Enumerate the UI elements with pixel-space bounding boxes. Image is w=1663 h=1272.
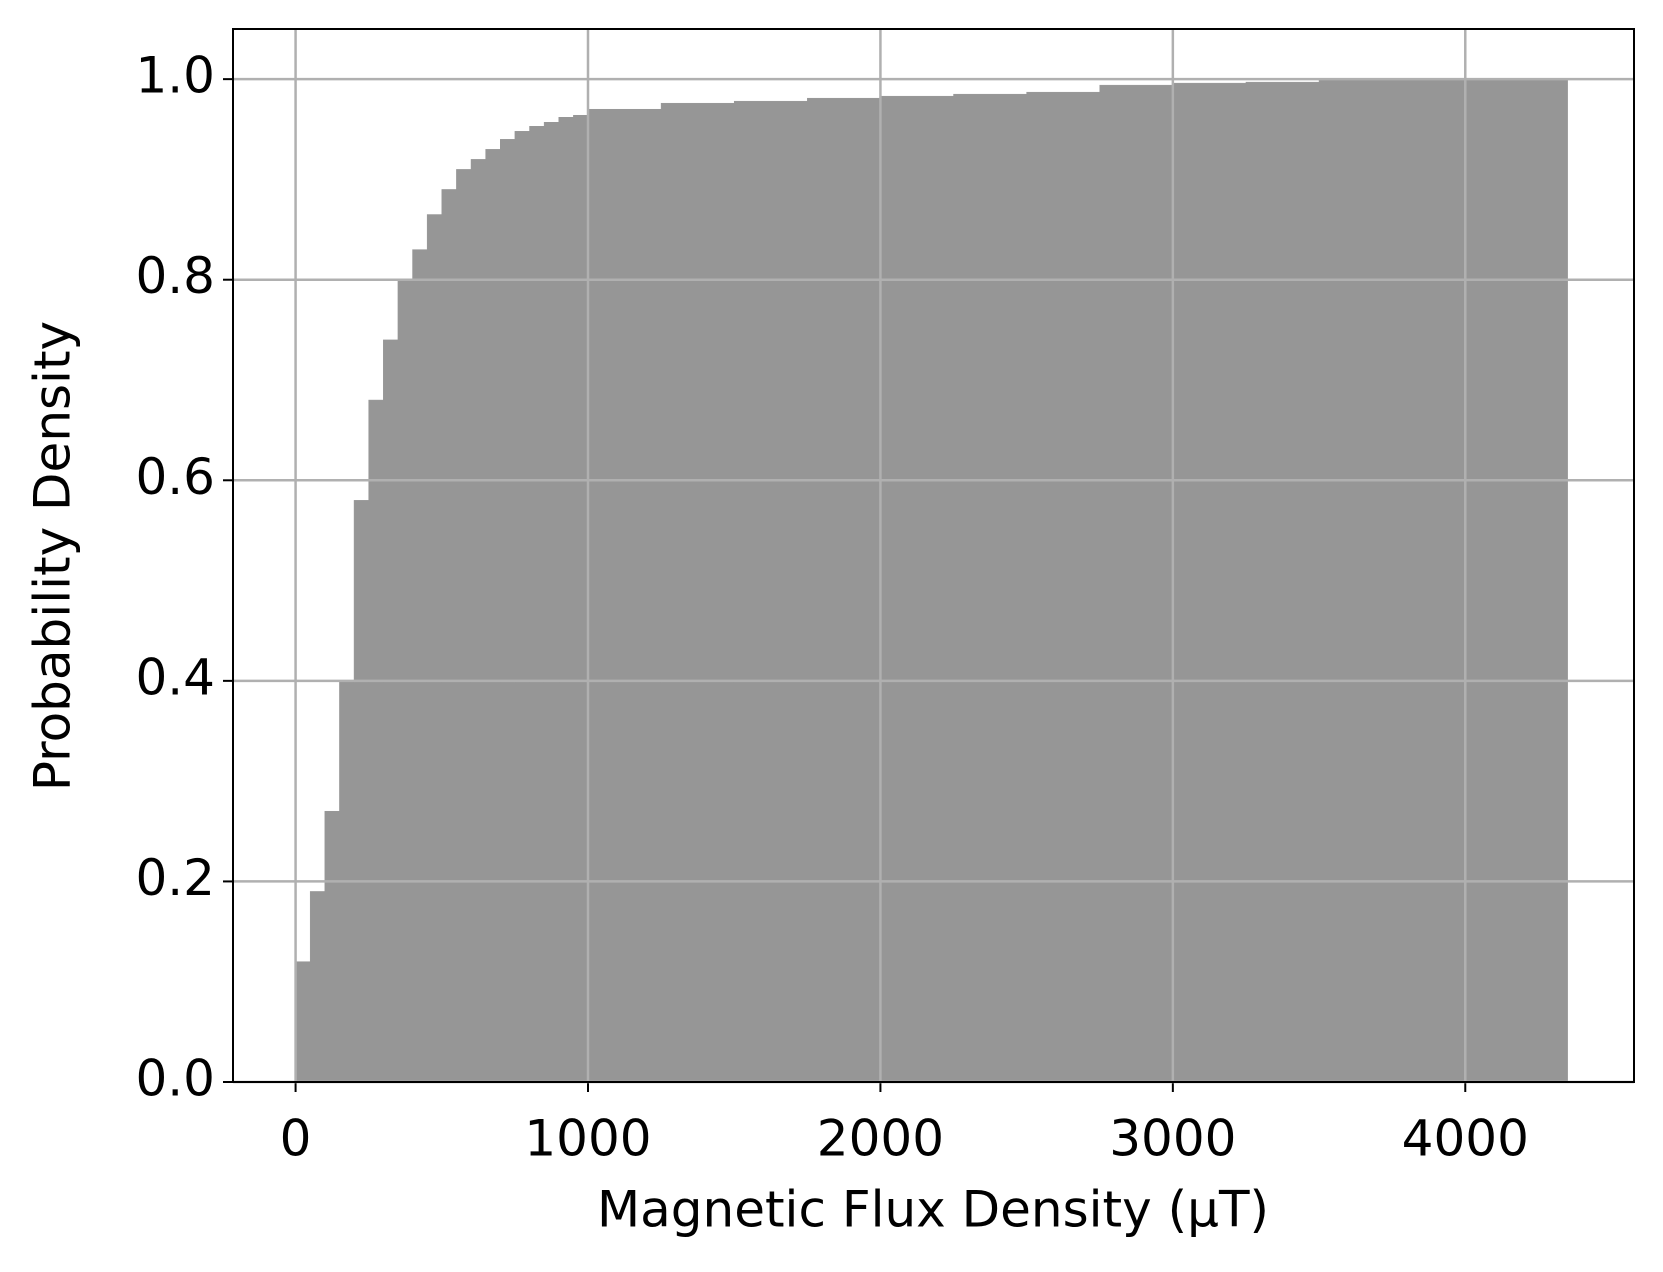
bar [309,891,326,1083]
x-tick-label: 3000 [1109,1110,1236,1168]
bar [1318,79,1393,1083]
x-tick-label: 4000 [1402,1110,1529,1168]
bar [412,249,428,1083]
x-tick-label: 2000 [817,1110,944,1168]
bar [573,114,589,1083]
bar [353,500,369,1083]
bar [324,810,340,1083]
bar [1172,82,1247,1083]
bar [383,339,399,1083]
y-tick-label: 1.0 [135,47,215,105]
bar [529,126,545,1083]
y-axis-label: Probability Density [24,321,82,791]
bar [733,100,808,1083]
y-tick-label: 0.2 [135,849,215,907]
bar [1026,91,1100,1083]
y-tick-label: 0.0 [135,1050,215,1108]
plot-frame [232,28,1635,1083]
bar [807,97,881,1083]
bar [368,399,384,1083]
x-tick-label: 0 [280,1110,312,1168]
bar [514,131,530,1083]
bar [1538,78,1568,1083]
bar [295,961,311,1083]
y-tick-label: 0.8 [135,247,215,305]
y-tick-label: 0.4 [135,648,215,706]
x-axis-label: Magnetic Flux Density (μT) [597,1181,1269,1239]
bar [953,93,1027,1083]
bar [1245,81,1320,1083]
y-tick-label: 0.6 [135,448,215,506]
bar [1465,78,1539,1083]
bar [880,95,954,1083]
bar [1099,84,1174,1083]
bar [587,108,662,1083]
bar [543,122,560,1083]
bar [426,214,443,1083]
bar [558,117,574,1083]
bar [456,169,472,1083]
bar [441,189,457,1083]
bar [470,159,486,1083]
x-tick-label: 1000 [524,1110,651,1168]
bar [485,149,501,1083]
bar [660,102,735,1083]
bar [1391,79,1466,1083]
